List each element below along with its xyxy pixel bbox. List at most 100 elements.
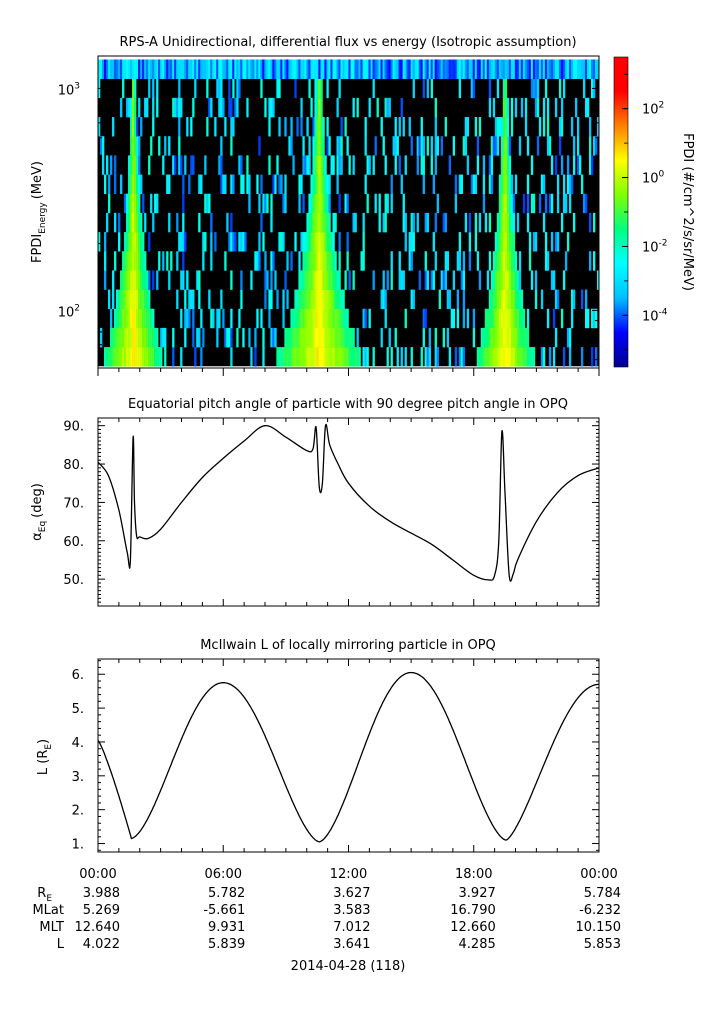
spectrogram-cell bbox=[488, 327, 492, 348]
spectrogram-cell bbox=[110, 155, 113, 175]
spectrogram-cell bbox=[364, 174, 367, 195]
spectrogram-cell bbox=[126, 347, 129, 367]
spectrogram-cell bbox=[138, 232, 141, 252]
spectrogram-cell bbox=[500, 327, 504, 348]
spectrogram-cell bbox=[312, 59, 315, 79]
spectrogram-cell bbox=[320, 347, 323, 367]
spectrogram-cell bbox=[220, 155, 223, 175]
spectrogram-cell bbox=[516, 327, 520, 348]
spectrogram-cell bbox=[302, 232, 305, 252]
spectrogram-cell bbox=[218, 78, 221, 99]
spectrogram-cell bbox=[266, 270, 269, 290]
spectrogram-cell bbox=[436, 193, 439, 214]
spectrogram-cell bbox=[410, 251, 413, 271]
spectrogram-cell bbox=[536, 136, 540, 156]
spectrogram-cell bbox=[362, 59, 365, 79]
spectrogram-cell bbox=[570, 289, 574, 310]
spectrogram-cell bbox=[148, 155, 151, 175]
spectrogram-cell bbox=[466, 155, 470, 175]
spectrogram-cell bbox=[416, 136, 419, 156]
spectrogram-cell bbox=[148, 327, 151, 348]
spectrogram-cell bbox=[196, 59, 199, 79]
spectrogram-cell bbox=[512, 308, 516, 329]
spectrogram-cell bbox=[330, 308, 333, 329]
spectrogram-cell bbox=[126, 289, 129, 310]
spectrogram-cell bbox=[506, 251, 510, 271]
spectrogram-cell bbox=[134, 155, 137, 175]
spectrogram-cell bbox=[234, 59, 237, 79]
spectrogram-cell bbox=[130, 155, 133, 175]
spectrogram-cell bbox=[506, 155, 510, 175]
spectrogram-cell bbox=[184, 59, 187, 79]
spectrogram-cell bbox=[510, 270, 514, 290]
spectrogram-cell bbox=[502, 59, 506, 79]
spectrogram-cell bbox=[586, 308, 590, 329]
spectrogram-cell bbox=[330, 251, 333, 271]
spectrogram-cell bbox=[316, 136, 319, 156]
spectrogram-cell bbox=[556, 174, 560, 195]
spectrogram-cell bbox=[478, 270, 482, 290]
spectrogram-cell bbox=[302, 289, 305, 310]
spectrogram-cell bbox=[134, 289, 137, 310]
spectrogram-cell bbox=[106, 155, 109, 175]
spectrogram-cell bbox=[286, 289, 289, 310]
spectrogram-cell bbox=[228, 327, 231, 348]
spectrogram-cell bbox=[296, 308, 299, 329]
spectrogram-cell bbox=[324, 289, 327, 310]
spectrogram-cell bbox=[562, 270, 566, 290]
spectrogram-cell bbox=[340, 59, 343, 79]
spectrogram-cell bbox=[198, 59, 201, 79]
spectrogram-cell bbox=[562, 78, 566, 99]
spectrogram-cell bbox=[304, 308, 307, 329]
spectrogram-cell bbox=[580, 174, 584, 195]
spectrogram-cell bbox=[486, 270, 490, 290]
spectrogram-cell bbox=[104, 347, 107, 367]
spectrogram-cell bbox=[584, 308, 588, 329]
spectrogram-cell bbox=[156, 193, 159, 214]
spectrogram-cell bbox=[386, 97, 389, 118]
spectrogram-cell bbox=[400, 347, 403, 367]
spectrogram-cell bbox=[190, 289, 193, 310]
spectrogram-cell bbox=[524, 117, 528, 137]
spectrogram-cell bbox=[302, 327, 305, 348]
spectrogram-cell bbox=[562, 347, 566, 367]
spectrogram-cell bbox=[132, 174, 135, 195]
spectrogram-cell bbox=[302, 155, 305, 175]
spectrogram-cell bbox=[400, 97, 403, 118]
spectrogram-cell bbox=[128, 212, 131, 233]
spectrogram-cell bbox=[338, 327, 341, 348]
spectrogram-cell bbox=[118, 289, 121, 310]
spectrogram-cell bbox=[386, 270, 389, 290]
spectrogram-cell bbox=[238, 155, 241, 175]
spectrogram-cell bbox=[140, 117, 143, 137]
spectrogram-cell bbox=[306, 289, 309, 310]
spectrogram-cell bbox=[326, 174, 329, 195]
spectrogram-cell bbox=[496, 212, 500, 233]
spectrogram-cell bbox=[320, 78, 323, 99]
spectrogram-cell bbox=[234, 232, 237, 252]
spectrogram-cell bbox=[496, 308, 500, 329]
spectrogram-cell bbox=[104, 270, 107, 290]
spectrogram-cell bbox=[562, 193, 566, 214]
spectrogram-cell bbox=[448, 289, 451, 310]
spectrogram-cell bbox=[136, 289, 139, 310]
spectrogram-cell bbox=[272, 327, 275, 348]
spectrogram-cell bbox=[130, 251, 133, 271]
spectrogram-cell bbox=[504, 78, 508, 99]
spectrogram-cell bbox=[128, 251, 131, 271]
spectrogram-cell bbox=[230, 136, 233, 156]
spectrogram-cell bbox=[597, 59, 600, 79]
spectrogram-cell bbox=[556, 289, 560, 310]
spectrogram-cell bbox=[390, 347, 393, 367]
spectrogram-cell bbox=[282, 59, 285, 79]
spectrogram-cell bbox=[354, 212, 357, 233]
spectrogram-cell bbox=[320, 327, 323, 348]
spectrogram-cell bbox=[444, 251, 447, 271]
spectrogram-cell bbox=[320, 97, 323, 118]
spectrogram-cell bbox=[268, 59, 271, 79]
spectrogram-cell bbox=[352, 347, 355, 367]
spectrogram-cell bbox=[282, 193, 285, 214]
spectrogram-cell bbox=[344, 327, 347, 348]
spectrogram-cell bbox=[216, 59, 219, 79]
